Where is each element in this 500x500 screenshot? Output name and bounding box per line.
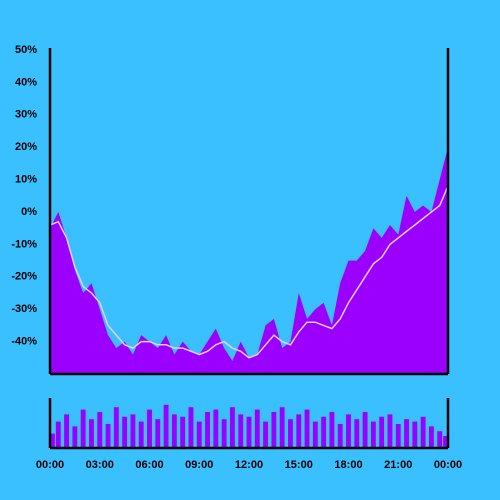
volume-bar: [238, 414, 244, 448]
x-tick-label: 03:00: [86, 459, 114, 471]
volume-bar: [188, 407, 194, 448]
volume-bar: [171, 414, 177, 448]
y-tick-label: -10%: [11, 238, 37, 250]
volume-bar: [437, 431, 443, 448]
volume-bar: [147, 409, 152, 448]
volume-bar: [55, 421, 61, 448]
volume-bar: [113, 407, 119, 448]
y-tick-label: 30%: [15, 109, 37, 121]
volume-bar: [221, 419, 227, 448]
volume-bar: [312, 421, 318, 448]
volume-bar: [354, 419, 360, 448]
y-tick-label: 10%: [15, 174, 37, 186]
volume-bar: [288, 419, 293, 448]
volume-bar: [205, 412, 210, 448]
volume-bar: [130, 414, 136, 448]
volume-bar: [213, 409, 219, 448]
volume-bar: [246, 416, 252, 448]
y-tick-label: -20%: [11, 271, 37, 283]
y-tick-label: -40%: [11, 336, 37, 348]
volume-bar: [404, 419, 409, 448]
volume-bar: [346, 414, 351, 448]
volume-bar: [420, 416, 426, 448]
volume-bar: [443, 436, 448, 448]
volume-bar: [263, 421, 269, 448]
x-tick-label: 21:00: [384, 459, 412, 471]
volume-bar: [72, 426, 78, 448]
x-tick-label: 15:00: [285, 459, 313, 471]
volume-bar: [370, 421, 376, 448]
volume-bar: [271, 412, 277, 448]
x-tick-label: 06:00: [135, 459, 163, 471]
volume-bar: [50, 433, 55, 448]
y-tick-label: 20%: [15, 141, 37, 153]
volume-bar: [89, 419, 94, 448]
volume-bar: [279, 407, 285, 448]
volume-bar: [387, 414, 393, 448]
volume-bar: [337, 424, 343, 448]
volume-bar: [395, 424, 401, 448]
trend-line: [49, 185, 449, 359]
x-tick-label: 09:00: [185, 459, 213, 471]
y-tick-label: -30%: [11, 303, 37, 315]
volume-bar: [64, 414, 70, 448]
volume-bar: [155, 419, 161, 448]
volume-bar: [138, 421, 144, 448]
x-tick-label: 00:00: [36, 459, 64, 471]
volume-bar: [97, 412, 103, 448]
volume-bar: [296, 414, 302, 448]
volume-bar: [80, 409, 86, 448]
volume-bar: [412, 421, 418, 448]
volume-bar: [254, 409, 260, 448]
x-tick-label: 18:00: [334, 459, 362, 471]
x-tick-label: 12:00: [235, 459, 263, 471]
volume-bar: [180, 416, 186, 448]
volume-bar: [428, 426, 434, 448]
volume-bar: [362, 412, 368, 448]
x-tick-label: 00:00: [434, 459, 462, 471]
y-tick-label: 0%: [21, 206, 37, 218]
volume-bar: [321, 416, 327, 448]
volume-bar: [229, 407, 235, 448]
volume-bar: [329, 412, 335, 448]
volume-bar: [105, 424, 111, 448]
volume-bar: [122, 416, 128, 448]
volume-bar: [379, 416, 385, 448]
volume-bar: [196, 421, 202, 448]
y-tick-label: 50%: [15, 44, 37, 56]
area: [50, 147, 448, 374]
volume-bar: [163, 404, 169, 448]
volume-bar: [304, 409, 310, 448]
y-tick-label: 40%: [15, 76, 37, 88]
